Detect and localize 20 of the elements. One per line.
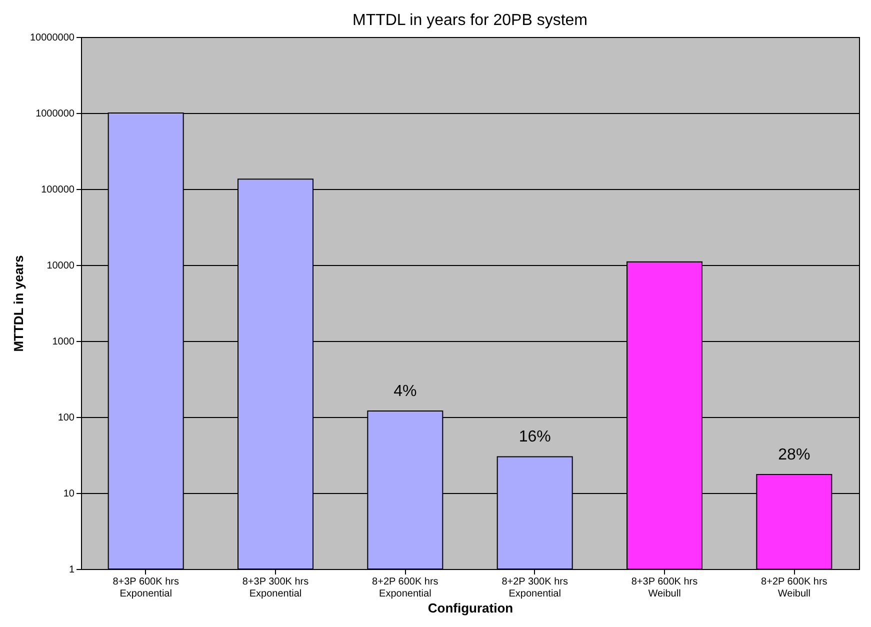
y-tick-label: 10000 bbox=[46, 260, 75, 272]
y-tick-label: 100000 bbox=[41, 184, 75, 196]
chart-title: MTTDL in years for 20PB system bbox=[352, 12, 588, 29]
x-tick-label: 8+2P 300K hrs Exponential bbox=[502, 576, 568, 600]
y-tick-label: 10000000 bbox=[30, 32, 75, 44]
y-axis-title: MTTDL in years bbox=[11, 255, 26, 352]
x-tick-label: 8+3P 300K hrs Exponential bbox=[242, 576, 309, 600]
x-tick-label: 8+3P 600K hrs Exponential bbox=[112, 576, 179, 600]
annotation: 16% bbox=[518, 428, 551, 446]
x-tick-label: 8+2P 600K hrs Exponential bbox=[372, 576, 438, 600]
annotation: 28% bbox=[778, 446, 810, 464]
x-axis-title: Configuration bbox=[428, 600, 514, 616]
x-tick-label: 8+3P 600K hrs Weibull bbox=[631, 576, 698, 600]
y-tick-label: 1000000 bbox=[36, 108, 75, 120]
y-tick-label: 100 bbox=[58, 412, 75, 424]
annotation: 4% bbox=[394, 382, 417, 400]
y-tick-label: 1000 bbox=[52, 336, 75, 348]
y-tick-label: 10 bbox=[63, 488, 75, 500]
y-tick-label: 1 bbox=[68, 564, 75, 576]
x-tick-label: 8+2P 600K hrs Weibull bbox=[761, 576, 828, 600]
